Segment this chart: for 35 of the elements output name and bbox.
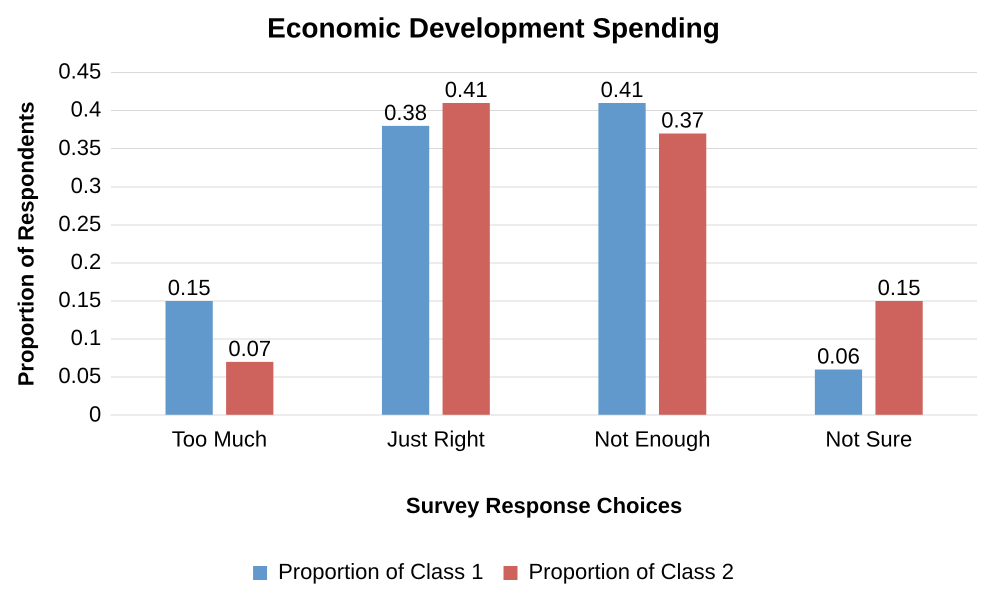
x-tick-label: Too Much xyxy=(172,426,268,452)
data-label: 0.41 xyxy=(444,77,488,102)
data-label: 0.15 xyxy=(168,275,211,300)
x-axis-title: Survey Response Choices xyxy=(406,492,682,518)
bar xyxy=(659,134,706,415)
data-label: 0.38 xyxy=(384,100,427,125)
data-label: 0.06 xyxy=(817,344,860,369)
y-axis-title: Proportion of Respondents xyxy=(13,102,38,386)
y-tick-label: 0.3 xyxy=(70,172,102,198)
data-label: 0.37 xyxy=(661,108,704,133)
bar xyxy=(166,301,213,415)
y-tick-label: 0.1 xyxy=(70,325,102,350)
legend-label: Proportion of Class 2 xyxy=(528,559,734,584)
bar xyxy=(875,301,923,415)
y-tick-label: 0.4 xyxy=(70,96,102,122)
y-tick-label: 0.25 xyxy=(58,210,102,236)
y-tick-label: 0.15 xyxy=(58,287,102,312)
y-tick-label: 0.05 xyxy=(58,363,102,388)
y-tick-label: 0.35 xyxy=(58,134,102,160)
bar xyxy=(226,362,274,415)
data-label: 0.07 xyxy=(228,336,272,361)
legend-label: Proportion of Class 1 xyxy=(278,559,484,584)
y-tick-label: 0.45 xyxy=(58,58,102,84)
data-label: 0.15 xyxy=(878,275,920,300)
data-label: 0.41 xyxy=(600,77,644,102)
x-tick-label: Just Right xyxy=(386,426,485,452)
bar xyxy=(382,126,430,415)
bar xyxy=(442,103,490,415)
x-tick-label: Not Enough xyxy=(594,426,710,452)
y-tick-label: 0 xyxy=(88,401,102,426)
bar xyxy=(814,370,862,415)
chart-title: Economic Development Spending xyxy=(267,12,720,44)
bar xyxy=(598,103,646,415)
y-tick-label: 0.2 xyxy=(70,248,102,274)
x-tick-label: Not Sure xyxy=(825,426,912,452)
